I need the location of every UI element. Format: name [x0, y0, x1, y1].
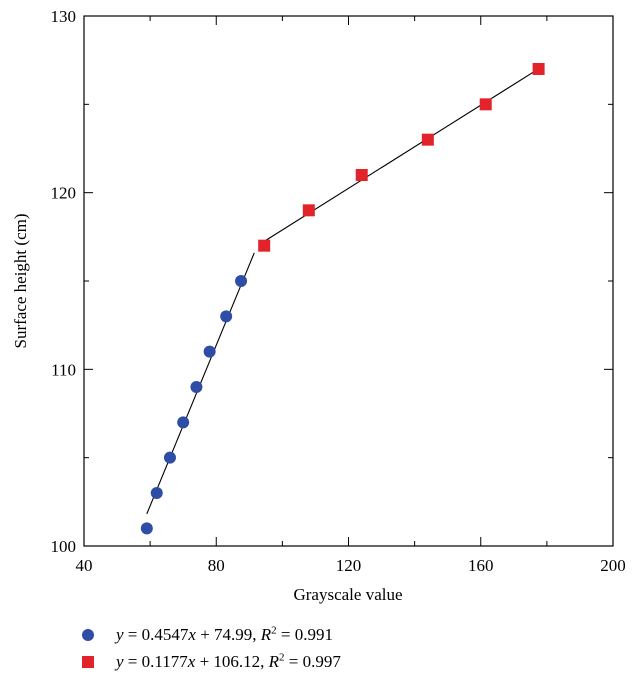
- legend-equation-2: y = 0.1177x + 106.12, R2 = 0.997: [116, 651, 341, 671]
- square-marker-icon: [82, 656, 94, 668]
- data-point-circle: [220, 310, 233, 323]
- data-point-circle: [140, 522, 153, 535]
- data-point-square: [355, 169, 368, 181]
- y-tick-label: 130: [51, 7, 77, 26]
- x-tick-label: 200: [600, 556, 626, 575]
- x-tick-label: 40: [76, 556, 93, 575]
- data-point-circle: [235, 275, 248, 287]
- y-tick-label: 110: [51, 360, 76, 379]
- data-point-circle: [150, 487, 163, 499]
- data-point-square: [302, 204, 315, 217]
- data-point-circle: [190, 381, 203, 393]
- x-axis-label: Grayscale value: [293, 585, 402, 604]
- chart: 40 80 120 160 200 100 110 120 130 Grayscale valu…: [11, 7, 626, 604]
- data-point-square: [479, 98, 492, 111]
- legend-entry-circle: y = 0.4547x + 74.99, R2 = 0.991: [82, 625, 333, 645]
- x-tick-label: 80: [208, 556, 225, 575]
- y-axis-label: Surface height (cm): [11, 214, 30, 349]
- data-point-square: [258, 239, 271, 252]
- data-point-circle: [163, 451, 176, 464]
- data-point-circle: [203, 345, 216, 358]
- x-tick-label: 120: [336, 556, 362, 575]
- plot-frame: [83, 15, 614, 547]
- data-point-circle: [177, 416, 190, 429]
- y-tick-label: 100: [51, 537, 77, 556]
- x-tick-label: 160: [468, 556, 494, 575]
- legend-entry-square: y = 0.1177x + 106.12, R2 = 0.997: [82, 652, 341, 672]
- circle-marker-icon: [82, 629, 94, 641]
- legend-equation-1: y = 0.4547x + 74.99, R2 = 0.991: [116, 624, 334, 644]
- data-point-square: [532, 63, 545, 75]
- y-tick-label: 120: [51, 184, 77, 203]
- data-point-square: [421, 133, 434, 146]
